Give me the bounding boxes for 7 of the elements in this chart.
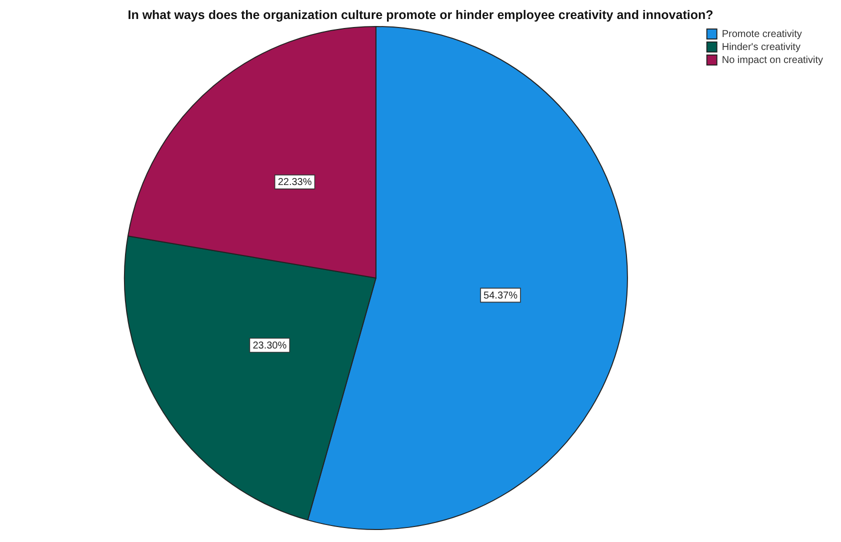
data-label: 22.33% (278, 177, 312, 188)
legend-label: Promote creativity (722, 28, 802, 40)
data-label: 54.37% (484, 290, 518, 302)
legend-label: Hinder's creativity (722, 42, 800, 53)
chart-title: In what ways does the organization culture promote or hinder employee creativity and innovation? (126, 8, 714, 24)
data-label: 23.30% (252, 340, 287, 352)
legend-label: No impact on creativity (722, 54, 824, 66)
